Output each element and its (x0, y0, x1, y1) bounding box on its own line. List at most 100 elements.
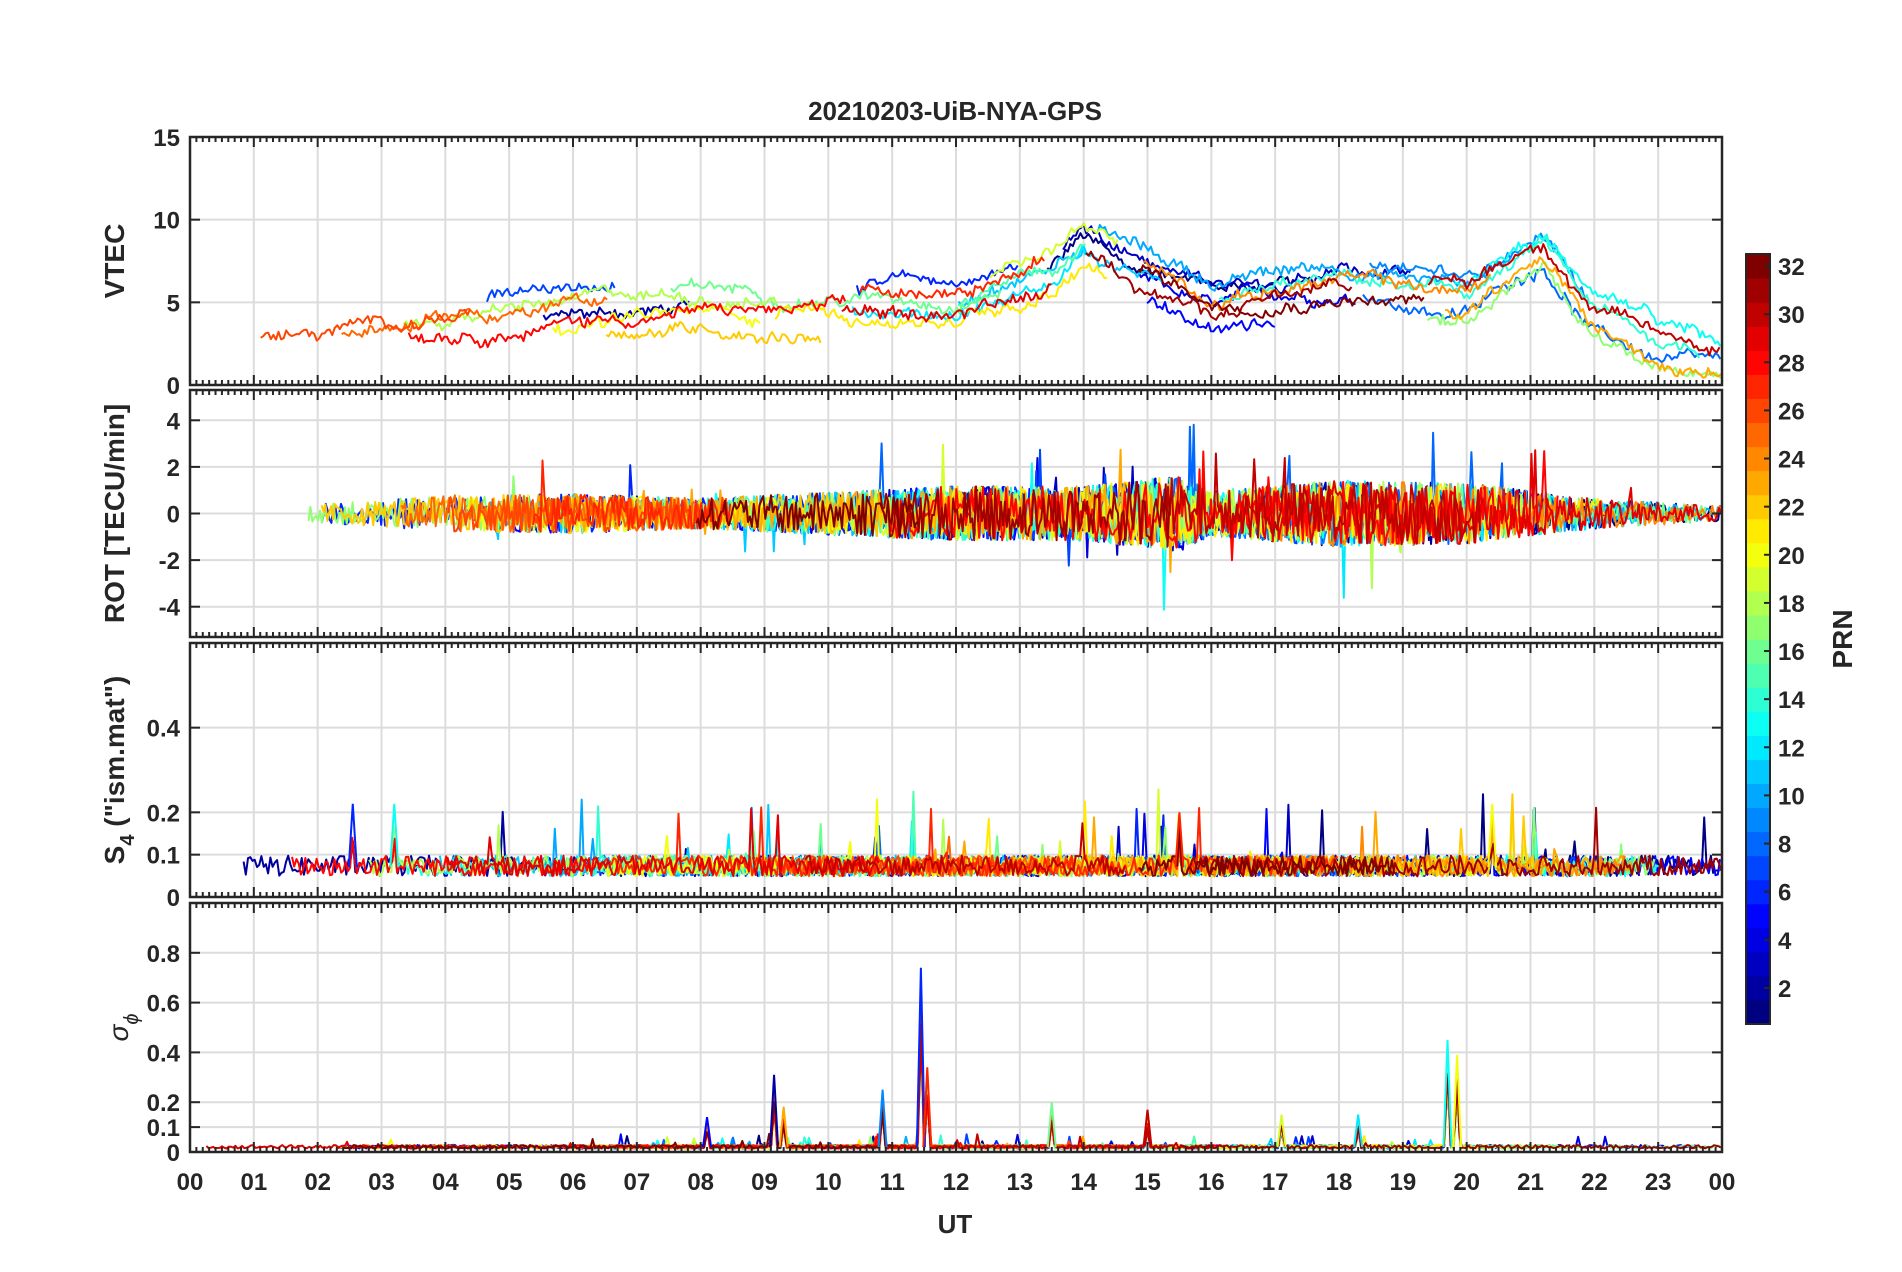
colorbar-band (1746, 903, 1770, 929)
colorbar-band (1746, 855, 1770, 881)
x-tick-label: 07 (623, 1169, 650, 1196)
prn-series-line (957, 245, 1164, 308)
x-axis-label: UT (938, 1209, 973, 1239)
colorbar-band (1746, 566, 1770, 592)
peak-spike (1276, 1114, 1287, 1148)
ticks-s4: 0 0.1 0.2 0.4 (147, 643, 1723, 912)
prn-series-line (804, 822, 1126, 877)
y-tick-label: -4 (159, 595, 181, 622)
x-tick-label: 05 (496, 1169, 523, 1196)
y-tick-label: 5 (167, 290, 180, 317)
x-tick-labels: 00 01 02 03 04 05 06 07 08 09 10 11 12 13 14 15 16 17 18 19… (177, 1169, 1736, 1196)
x-tick-label: 12 (943, 1169, 970, 1196)
ticks-sigma_phi: 00.10.2 0.4 0.6 0.8 (147, 903, 1723, 1167)
gridlines-vtec (190, 137, 1722, 385)
x-tick-label: 10 (815, 1169, 842, 1196)
colorbar-band (1746, 326, 1770, 351)
prn-series-line (342, 1100, 893, 1150)
peak-spike (778, 1107, 789, 1148)
series-s4 (242, 788, 1722, 878)
peak-spike (1174, 812, 1185, 868)
y-tick-label: 0 (167, 502, 180, 529)
colorbar-tick-label: 12 (1778, 735, 1805, 762)
prn-series-line (1444, 256, 1722, 379)
x-tick-label: 13 (1006, 1169, 1033, 1196)
colorbar-band (1746, 278, 1770, 303)
prn-series-line (407, 294, 847, 349)
x-tick-label: 11 (879, 1169, 904, 1196)
y-tick-label: 15 (153, 125, 180, 152)
x-tick-label: 00 (177, 1169, 204, 1196)
prn-series-line (957, 243, 1086, 307)
colorbar-band (1746, 422, 1770, 448)
colorbar-tick-label: 4 (1778, 928, 1792, 955)
prn-series-line (531, 459, 732, 533)
prn-series-line (1137, 264, 1425, 319)
colorbar-frame (1745, 253, 1771, 1025)
ticks-rot: -4 -2 0 2 4 (159, 390, 1723, 637)
y-tick-label: -2 (159, 548, 180, 575)
prn-series-line (1096, 224, 1512, 292)
y-tick-label: 10 (153, 208, 180, 235)
x-tick-label: 22 (1581, 1169, 1608, 1196)
x-tick-label: 01 (240, 1169, 267, 1196)
prn-series-line (1085, 250, 1353, 321)
prn-series-line (855, 263, 1019, 296)
prn-series-line (1138, 826, 1397, 877)
y-tick-label: 0.8 (147, 941, 180, 968)
x-tick-label: 06 (560, 1169, 587, 1196)
colorbar-tick-label: 32 (1778, 254, 1805, 281)
x-tick-label: 08 (687, 1169, 714, 1196)
x-tick-label: 23 (1645, 1169, 1672, 1196)
colorbar-tick-label: 16 (1778, 639, 1805, 666)
colorbar-band (1746, 807, 1770, 833)
panel-sigma_phi: 00.10.2 0.4 0.6 0.8 σϕ (103, 901, 1724, 1167)
peak-spike (1442, 1039, 1453, 1148)
peak-spike (1142, 1109, 1153, 1148)
prn-series-line (1427, 243, 1721, 357)
prn-series-line (695, 492, 919, 538)
prn-series-line (774, 262, 1108, 330)
y-axis-label-sigma_phi: σϕ (103, 1013, 143, 1041)
colorbar-label: PRN (1827, 609, 1858, 668)
prn-series-line (1202, 825, 1627, 878)
colorbar-band (1746, 470, 1770, 496)
peak-spike (1452, 1054, 1463, 1148)
peak-spike (1046, 1102, 1057, 1148)
prn-series-line (486, 281, 616, 303)
prn-series-line (1249, 481, 1722, 548)
x-tick-label: 04 (432, 1169, 459, 1196)
prn-series-line (605, 320, 822, 345)
y-axis-label-rot: ROT [TECU/min] (99, 404, 130, 623)
colorbar-band (1746, 951, 1770, 977)
prn-series-line (879, 481, 1173, 548)
prn-series-line (859, 255, 1045, 300)
x-tick-label: 03 (368, 1169, 395, 1196)
peak-spike (915, 967, 926, 1148)
prn-series-line (1188, 806, 1722, 878)
colorbar-tick-label: 6 (1778, 880, 1791, 907)
colorbar-band (1746, 999, 1770, 1025)
y-tick-label: 0.1 (147, 843, 180, 870)
colorbar-tick-label: 24 (1778, 447, 1805, 474)
colorbar-tick-label: 8 (1778, 832, 1791, 859)
colorbar-band (1746, 518, 1770, 544)
series-rot (307, 423, 1722, 611)
prn-series-line (446, 807, 880, 878)
y-tick-label: 0.1 (147, 1115, 180, 1142)
prn-series-line (1146, 296, 1276, 334)
peak-spike (347, 803, 358, 868)
chart-title: 20210203-UiB-NYA-GPS (808, 96, 1102, 126)
x-tick-label: 02 (304, 1169, 331, 1196)
prn-series-line (1362, 268, 1722, 364)
prn-series-line (670, 277, 1002, 315)
y-tick-label: 0.4 (147, 716, 181, 743)
colorbar-tick-label: 10 (1778, 783, 1805, 810)
x-tick-label: 18 (1326, 1169, 1353, 1196)
colorbar-tick-label: 14 (1778, 687, 1805, 714)
x-tick-label: 21 (1517, 1169, 1544, 1196)
y-tick-label: 0 (167, 885, 180, 912)
